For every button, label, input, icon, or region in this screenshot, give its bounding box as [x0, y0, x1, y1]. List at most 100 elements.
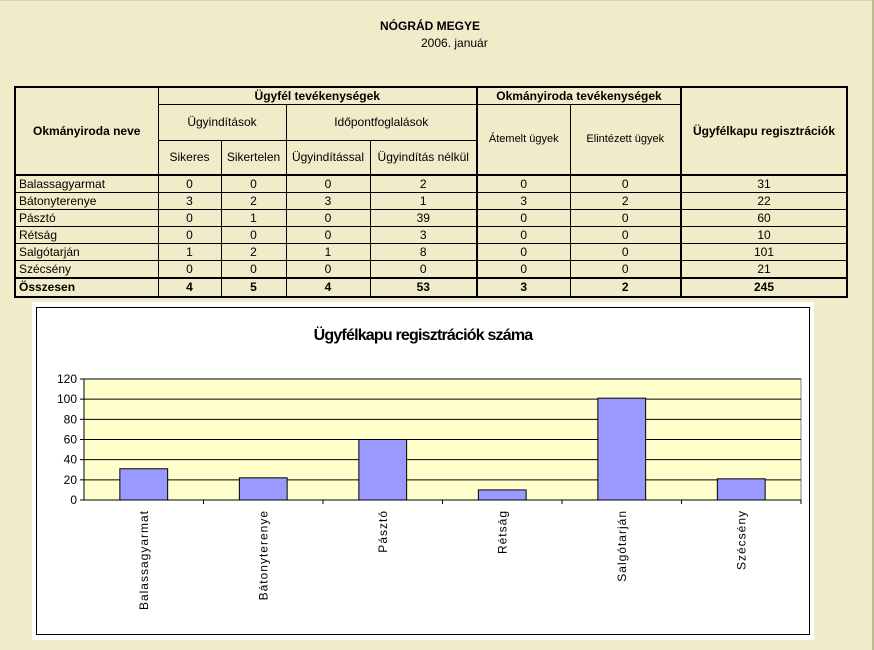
office-name-cell: Összesen — [14, 277, 159, 298]
value-cell: 1 — [285, 243, 371, 261]
table-row: Rétság 0 0 0 3 0 0 10 — [14, 226, 848, 244]
x-category-label: Pásztó — [376, 510, 390, 553]
value-cell: 0 — [285, 209, 371, 227]
value-cell: 3 — [369, 226, 478, 244]
bar — [238, 477, 288, 501]
value-cell: 0 — [569, 174, 682, 193]
value-cell: 2 — [220, 243, 287, 261]
x-category-label: Rétság — [495, 510, 509, 554]
value-cell: 2 — [569, 192, 682, 210]
chart-title: Ügyfélkapu regisztrációk száma — [314, 325, 534, 344]
value-cell: 3 — [476, 277, 571, 298]
value-cell: 60 — [680, 209, 848, 227]
value-cell: 0 — [369, 260, 478, 279]
header-office-activities: Okmányiroda tevékenységek — [476, 86, 682, 105]
office-name-cell: Balassagyarmat — [14, 174, 159, 193]
header-without-initiation: Ügyindítás nélkül — [369, 140, 478, 176]
header-client-activities: Ügyfél tevékenységek — [157, 86, 478, 105]
header-transferred: Átemelt ügyek — [476, 104, 571, 176]
office-name-cell: Bátonyterenye — [14, 192, 159, 210]
y-tick-label: 60 — [64, 433, 78, 447]
value-cell: 2 — [369, 174, 478, 193]
value-cell: 0 — [157, 209, 222, 227]
value-cell: 39 — [369, 209, 478, 227]
y-tick-label: 120 — [57, 372, 77, 386]
value-cell: 0 — [476, 260, 571, 279]
value-cell: 245 — [680, 277, 848, 298]
office-name-cell: Salgótarján — [14, 243, 159, 261]
y-tick-label: 20 — [64, 473, 78, 487]
y-tick-label: 0 — [70, 493, 77, 507]
statistics-table: Okmányiroda neve Ügyfél tevékenységek Ok… — [14, 86, 848, 298]
x-category-label: Szécsény — [734, 510, 748, 570]
table-row: Salgótarján 1 2 1 8 0 0 101 — [14, 243, 848, 261]
value-cell: 3 — [157, 192, 222, 210]
value-cell: 0 — [476, 243, 571, 261]
value-cell: 3 — [476, 192, 571, 210]
header-initiations: Ügyindítások — [157, 104, 287, 141]
value-cell: 2 — [220, 192, 287, 210]
header-with-initiation: Ügyindítással — [285, 140, 371, 176]
value-cell: 101 — [680, 243, 848, 261]
y-tick-label: 40 — [64, 453, 78, 467]
value-cell: 53 — [369, 277, 478, 298]
y-tick-label: 100 — [57, 392, 77, 406]
office-name-cell: Pásztó — [14, 209, 159, 227]
table-row: Balassagyarmat 0 0 0 2 0 0 31 — [14, 174, 848, 193]
x-category-label: Salgótarján — [615, 510, 629, 582]
value-cell: 0 — [285, 226, 371, 244]
value-cell: 0 — [220, 226, 287, 244]
header-office-name: Okmányiroda neve — [14, 86, 159, 176]
right-border — [872, 0, 874, 650]
table-row: Szécsény 0 0 0 0 0 0 21 — [14, 260, 848, 279]
value-cell: 1 — [369, 192, 478, 210]
header-unsuccessful: Sikertelen — [220, 140, 287, 176]
value-cell: 1 — [157, 243, 222, 261]
bar — [716, 478, 766, 501]
value-cell: 0 — [157, 226, 222, 244]
value-cell: 8 — [369, 243, 478, 261]
value-cell: 0 — [476, 174, 571, 193]
value-cell: 22 — [680, 192, 848, 210]
value-cell: 3 — [285, 192, 371, 210]
value-cell: 10 — [680, 226, 848, 244]
office-name-cell: Szécsény — [14, 260, 159, 279]
value-cell: 0 — [220, 260, 287, 279]
header-completed: Elintézett ügyek — [569, 104, 682, 176]
header-appointments: Időpontfoglalások — [285, 104, 478, 141]
bar — [358, 439, 408, 501]
top-border — [0, 0, 874, 1]
x-category-label: Bátonyterenye — [256, 510, 270, 600]
x-category-label: Balassagyarmat — [137, 510, 151, 610]
value-cell: 0 — [285, 260, 371, 279]
value-cell: 0 — [569, 243, 682, 261]
total-row: Összesen 4 5 4 53 3 2 245 — [14, 277, 848, 298]
value-cell: 1 — [220, 209, 287, 227]
report-date: 2006. január — [421, 36, 488, 50]
bar — [119, 468, 169, 501]
value-cell: 0 — [476, 226, 571, 244]
value-cell: 0 — [569, 260, 682, 279]
chart-frame: Ügyfélkapu regisztrációk száma 0 20 40 60 80 1… — [36, 307, 810, 635]
value-cell: 0 — [476, 209, 571, 227]
value-cell: 4 — [157, 277, 222, 298]
bar — [477, 489, 527, 501]
bar-chart: Ügyfélkapu regisztrációk száma 0 20 40 60 80 1… — [57, 325, 802, 610]
value-cell: 0 — [157, 174, 222, 193]
value-cell: 0 — [569, 209, 682, 227]
table-row: Pásztó 0 1 0 39 0 0 60 — [14, 209, 848, 227]
y-tick-label: 80 — [64, 412, 78, 426]
value-cell: 21 — [680, 260, 848, 279]
value-cell: 4 — [285, 277, 371, 298]
bar — [597, 397, 647, 501]
value-cell: 0 — [220, 174, 287, 193]
table-row: Bátonyterenye 3 2 3 1 3 2 22 — [14, 192, 848, 210]
value-cell: 0 — [157, 260, 222, 279]
value-cell: 0 — [569, 226, 682, 244]
chart-container: Ügyfélkapu regisztrációk száma 0 20 40 60 80 1… — [32, 302, 814, 640]
header-successful: Sikeres — [157, 140, 222, 176]
value-cell: 31 — [680, 174, 848, 193]
office-name-cell: Rétság — [14, 226, 159, 244]
value-cell: 5 — [220, 277, 287, 298]
value-cell: 0 — [285, 174, 371, 193]
